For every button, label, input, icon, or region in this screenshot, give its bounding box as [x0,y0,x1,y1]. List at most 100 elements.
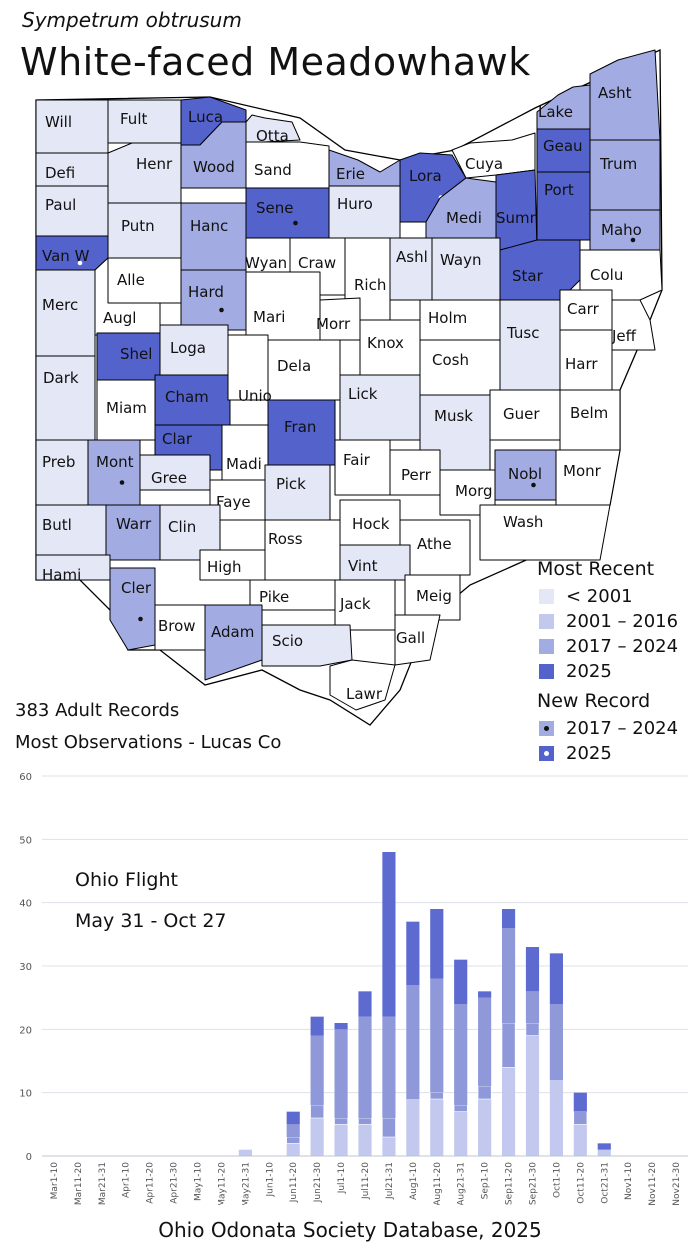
county-meig: Meig [404,574,461,621]
x-tick-label: Aug11-20 [433,1162,443,1205]
county-hock: Hock [339,499,401,546]
county-label: Madi [226,455,262,473]
x-tick-label: Jun21-30 [313,1162,323,1203]
county-label: Cosh [432,351,469,369]
ohio-county-map: Will Fult Luca Otta Lake Asht Defi Henr Wood Sand… [35,48,663,726]
x-tick-label: Nov11-20 [648,1162,658,1205]
scientific-name: Sympetrum obtrusum [22,8,242,32]
county-label: Dela [277,357,311,375]
y-tick-label: 0 [26,1152,32,1163]
county-shape [87,439,141,506]
county-unio: Unio [227,334,272,405]
county-ross: Ross [264,519,341,581]
flight-title: Ohio Flight [75,869,178,891]
bar-segment [453,1105,468,1112]
x-tick-label: Sep21-30 [528,1162,538,1205]
county-cler: Cler [109,567,156,651]
legend-item-2001-2016: 2001 – 2016 [539,610,679,632]
x-tick-label: Sep1-10 [481,1162,491,1200]
x-tick-label: Jul11-20 [361,1162,371,1200]
county-shape [109,567,156,651]
y-tick-label: 50 [19,835,32,846]
flight-chart: 0 10 20 30 40 50 60 Mar1-10 Mar11-20 Mar21-31 Apr1… [19,772,688,1205]
source-footer: Ohio Odonata Society Database, 2025 [158,1218,542,1242]
county-label: Otta [256,127,289,145]
bar-segment [382,1016,396,1118]
bar-segment [477,1086,492,1100]
county-pick: Pick [264,464,331,526]
new-record-marker [119,480,125,485]
county-label: Geau [543,137,583,155]
bar-segment [358,1016,372,1118]
x-tick-label: Oct1-10 [552,1162,562,1198]
county-label: Erie [336,165,365,183]
county-label: Unio [238,387,272,405]
county-knox: Knox [359,319,421,381]
county-shape [404,574,461,621]
county-label: Henr [136,155,173,173]
x-tick-label: Mar21-31 [98,1162,108,1205]
county-label: Brow [158,617,196,635]
county-preb: Preb [35,439,89,506]
x-tick-label: Oct21-31 [600,1162,610,1204]
county-label: Star [512,267,544,285]
bar-segment [382,1117,396,1138]
county-label: Faye [216,493,251,511]
county-label: Knox [367,334,404,352]
bar-segment [382,1137,396,1156]
legend-label: 2025 [566,660,612,682]
county-label: Colu [590,266,623,284]
county-label: Luca [188,108,223,126]
bar-segment [286,1111,300,1125]
x-tick-label: Apr1-10 [122,1162,132,1198]
county-wash: Wash [479,504,611,561]
county-mont: Mont [87,439,141,506]
legend-label: 2001 – 2016 [566,610,679,632]
county-dark: Dark [35,355,96,441]
county-label: Craw [298,254,336,272]
county-madi: Madi [221,424,269,481]
legend-swatch [539,588,554,604]
county-label: Scio [272,632,303,650]
county-label: Miam [106,399,147,417]
county-label: Clin [168,518,196,536]
county-port: Port [536,171,591,241]
county-lawr: Lawr [329,659,396,711]
bar-segment [382,852,396,1017]
county-label: Guer [503,405,540,423]
legend-item-2025: 2025 [539,660,612,682]
county-maho: Maho [589,209,661,251]
county-summ: Summ [495,169,544,251]
flight-range: May 31 - Oct 27 [75,910,227,932]
county-label: Athe [417,535,452,553]
bar-segment [597,1149,611,1156]
most-observations: Most Observations - Lucas Co [15,732,282,753]
county-label: Hard [188,283,224,301]
county-label: Rich [354,276,386,294]
county-holm: Holm [419,299,501,341]
bar-segment [525,947,540,992]
bar-segment [430,978,444,1093]
county-label: Meig [416,587,452,605]
county-perr: Perr [389,449,441,496]
bar-segment [573,1111,588,1125]
county-cosh: Cosh [419,339,501,401]
x-tick-label: May11-20 [217,1162,227,1205]
county-label: Morr [316,315,351,333]
county-label: Pick [276,475,306,493]
x-tick-label: Nov1-10 [624,1162,634,1200]
legend-item-2025: 2025 [539,743,612,764]
county-label: Will [45,113,72,131]
county-tusc: Tusc [499,299,561,391]
county-label: Maho [601,221,642,239]
county-shape [180,121,247,189]
county-shape [94,257,161,336]
county-will: Will [35,99,109,154]
county-label: Port [544,181,574,199]
county-label: Augl [103,309,136,327]
bar-segment [310,1035,324,1106]
county-label: Lora [409,167,442,185]
county-van-w: Van W [35,235,109,271]
bar-segment [310,1105,325,1119]
county-loga: Loga [159,324,229,376]
